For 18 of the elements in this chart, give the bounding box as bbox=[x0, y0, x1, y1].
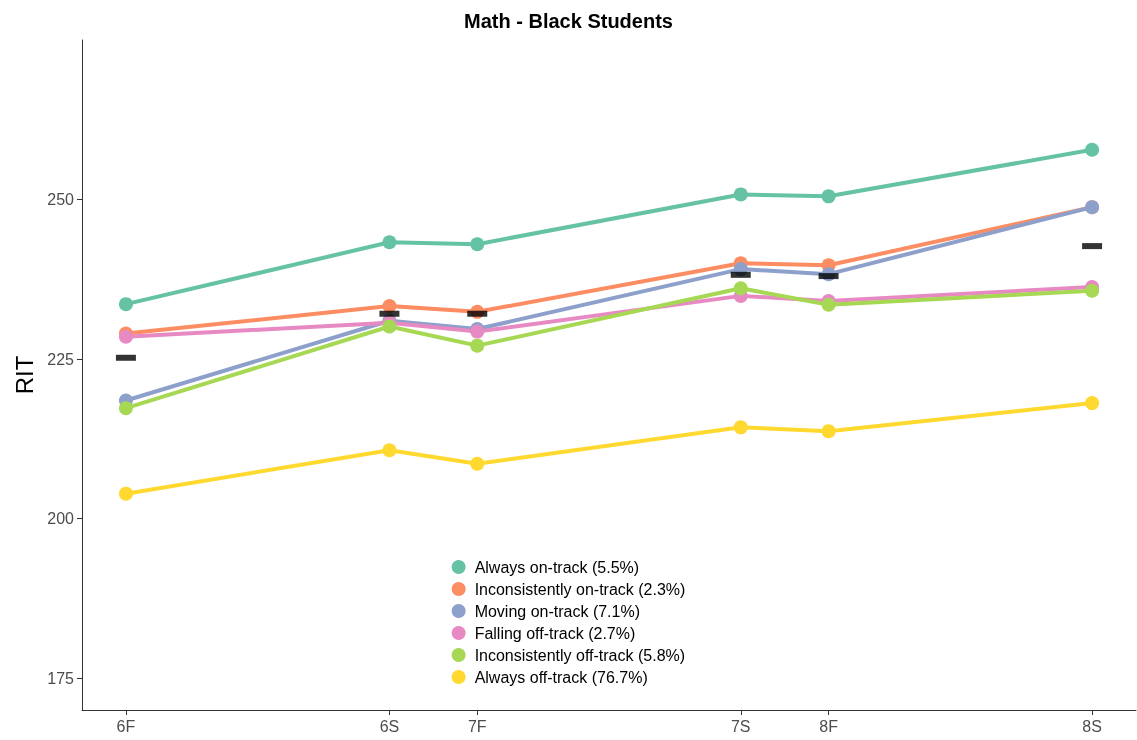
x-tick-label: 7F bbox=[467, 717, 487, 735]
legend-label: Falling off-track (2.7%) bbox=[474, 624, 636, 642]
legend-label: Always off-track (76.7%) bbox=[474, 668, 648, 686]
legend-label: Inconsistently off-track (5.8%) bbox=[474, 646, 686, 664]
y-tick-label: 225 bbox=[47, 350, 75, 368]
y-tick-label: 250 bbox=[47, 191, 75, 209]
x-tick-label: 6S bbox=[379, 717, 400, 735]
x-tick-label: 7S bbox=[730, 717, 751, 735]
legend-label: Inconsistently on-track (2.3%) bbox=[474, 580, 686, 598]
legend-label: Always on-track (5.5%) bbox=[474, 558, 640, 576]
y-tick-label: 200 bbox=[47, 510, 75, 528]
x-tick-label: 6F bbox=[116, 717, 136, 735]
y-axis-title: RIT bbox=[10, 355, 38, 395]
legend-label: Moving on-track (7.1%) bbox=[474, 602, 641, 620]
x-tick-label: 8F bbox=[819, 717, 839, 735]
x-tick-label: 8S bbox=[1082, 717, 1102, 735]
chart-title: Math - Black Students bbox=[464, 10, 673, 32]
y-tick-label: 175 bbox=[47, 669, 75, 687]
